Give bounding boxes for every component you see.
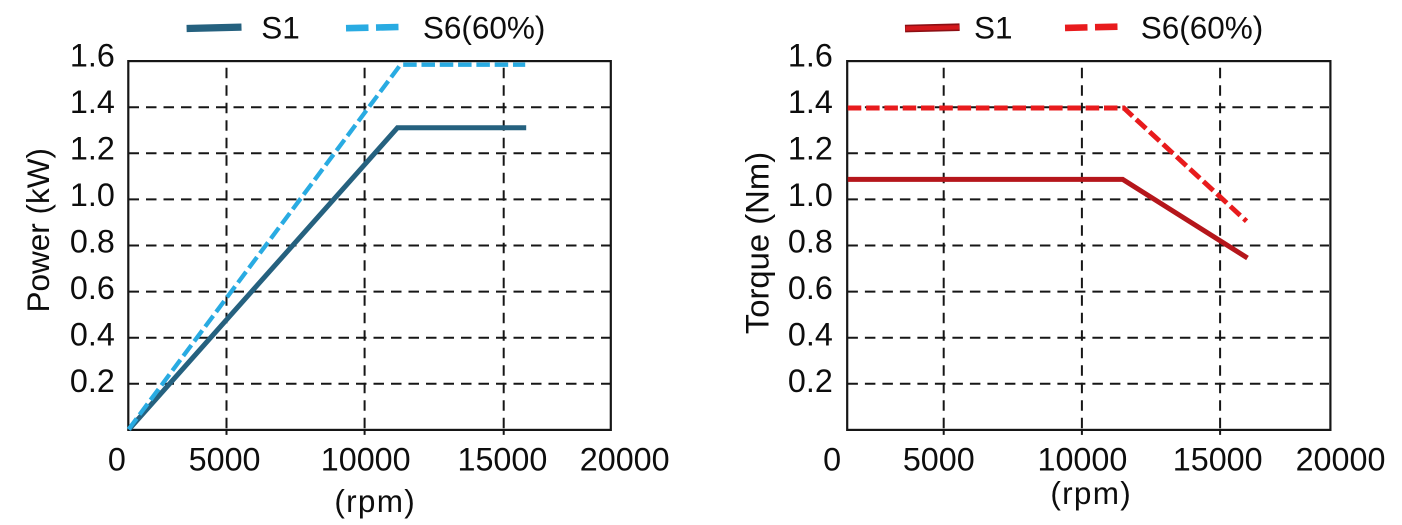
svg-text:15000: 15000 [1173,441,1263,477]
svg-text:10000: 10000 [321,441,411,477]
svg-text:Power (kW): Power (kW) [20,148,56,313]
svg-text:1.0: 1.0 [788,177,833,213]
svg-text:20000: 20000 [1296,441,1386,477]
svg-text:0.2: 0.2 [788,363,833,399]
svg-text:1.4: 1.4 [788,84,833,120]
svg-text:0.6: 0.6 [788,270,833,306]
svg-text:S6(60%): S6(60%) [423,9,546,45]
svg-text:1.2: 1.2 [788,131,833,167]
svg-text:0.8: 0.8 [70,224,115,260]
svg-text:0.2: 0.2 [70,363,115,399]
svg-text:0.8: 0.8 [788,224,833,260]
svg-text:0.4: 0.4 [788,317,833,353]
svg-text:0.6: 0.6 [70,270,115,306]
svg-text:1.2: 1.2 [70,131,115,167]
svg-text:1.6: 1.6 [70,38,115,74]
svg-text:S1: S1 [261,9,300,45]
svg-text:15000: 15000 [457,441,547,477]
svg-text:1.4: 1.4 [70,84,115,120]
svg-text:0: 0 [823,441,841,477]
svg-text:1.6: 1.6 [788,38,833,74]
svg-text:S1: S1 [974,9,1013,45]
svg-text:20000: 20000 [580,441,670,477]
svg-text:S6(60%): S6(60%) [1141,9,1264,45]
svg-text:(rpm): (rpm) [334,483,416,519]
svg-text:10000: 10000 [1037,441,1127,477]
svg-text:(rpm): (rpm) [1050,475,1132,511]
svg-text:1.0: 1.0 [70,177,115,213]
svg-text:Torque (Nm): Torque (Nm) [738,152,775,334]
svg-text:5000: 5000 [903,441,975,477]
svg-text:0: 0 [108,441,126,477]
svg-text:5000: 5000 [189,441,261,477]
svg-text:0.4: 0.4 [70,317,115,353]
